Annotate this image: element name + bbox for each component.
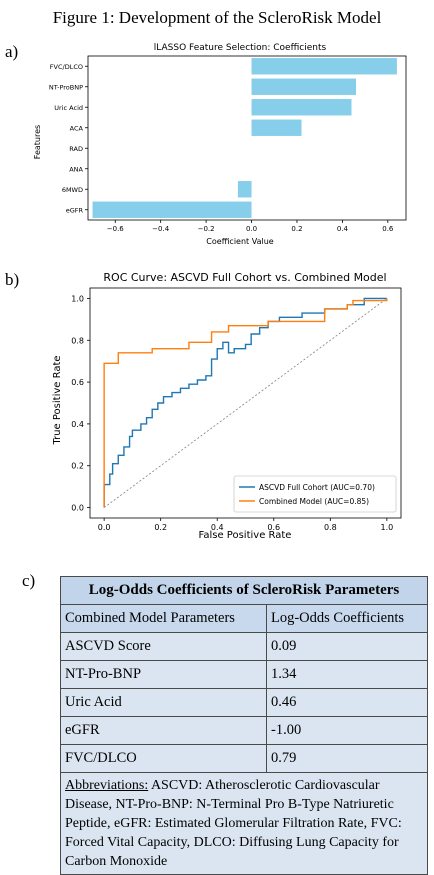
table-row: FVC/DLCO 0.79 [60,744,428,773]
roc-plot-frame [89,287,402,519]
y-tick-label: 0.8 [71,336,84,345]
x-tick-label: 0.8 [324,523,337,532]
bar-6mwd [237,181,252,198]
bar-egfr [92,201,252,218]
legend-entry: ASCVD Full Cohort (AUC=0.70) [259,483,375,492]
lasso-chart-title: lLASSO Feature Selection: Coefficients [154,43,327,53]
log-odds-table: Log-Odds Coefficients of ScleroRisk Para… [60,576,428,875]
col-header-parameters: Combined Model Parameters [60,604,267,633]
table-title-row: Log-Odds Coefficients of ScleroRisk Para… [60,576,428,605]
y-tick-label: NT-ProBNP [49,83,83,91]
roc-chart-title: ROC Curve: ASCVD Full Cohort vs. Combine… [103,271,386,284]
roc-legend [233,475,397,513]
x-tick-label: 0.6 [267,523,280,532]
y-tick-label: FVC/DLCO [50,63,83,71]
row-coef: 0.79 [266,744,428,773]
y-tick-label: 0.2 [71,462,84,471]
y-tick-label: 0.6 [71,378,84,387]
x-tick-label: −0.4 [152,225,170,233]
row-coef: -1.00 [266,716,428,745]
row-coef: 1.34 [266,660,428,689]
abbreviations-label: Abbreviations: [65,778,149,793]
table-row: Uric Acid 0.46 [60,688,428,717]
x-tick-label: 0.0 [246,225,257,233]
chance-diagonal [103,298,388,508]
y-tick-label: 1.0 [71,294,84,303]
row-param: eGFR [60,716,267,745]
row-param: NT-Pro-BNP [60,660,267,689]
x-tick-label: −0.6 [107,225,125,233]
abbreviations-cell: Abbreviations: ASCVD: Atherosclerotic Ca… [60,772,428,875]
x-tick-label: 1.0 [380,523,393,532]
legend-entry: Combined Model (AUC=0.85) [259,497,369,506]
log-odds-table-container: Log-Odds Coefficients of ScleroRisk Para… [60,576,428,875]
x-tick-label: 0.4 [211,523,224,532]
table-row: NT-Pro-BNP 1.34 [60,660,428,689]
col-header-coefficients: Log-Odds Coefficients [266,604,428,633]
roc-x-axis-label: False Positive Rate [199,530,292,541]
y-tick-label: 6MWD [62,186,83,194]
x-tick-label: 0.4 [337,225,349,233]
row-coef: 0.46 [266,688,428,717]
lasso-y-axis-label: Features [33,125,42,159]
x-tick-label: 0.6 [382,225,394,233]
bar-fvc-dlco [251,58,397,75]
y-tick-label: ACA [70,124,84,132]
y-tick-label: 0.0 [71,504,84,513]
x-tick-label: 0.2 [154,523,167,532]
roc-curve-chart: ROC Curve: ASCVD Full Cohort vs. Combine… [52,271,402,541]
lasso-bar-chart: lLASSO Feature Selection: Coefficients C… [33,43,407,246]
lasso-plot-frame [87,55,407,221]
table-title: Log-Odds Coefficients of ScleroRisk Para… [60,576,428,605]
row-param: Uric Acid [60,688,267,717]
combined-model-roc-line [103,298,388,508]
y-tick-label: RAD [69,145,83,153]
table-row: eGFR -1.00 [60,716,428,745]
table-header-row: Combined Model Parameters Log-Odds Coeff… [60,604,428,633]
y-tick-label: Uric Acid [54,104,83,112]
row-param: ASCVD Score [60,632,267,661]
x-tick-label: 0.0 [98,523,111,532]
figure-title: Figure 1: Development of the ScleroRisk … [52,8,382,27]
table-row: ASCVD Score 0.09 [60,632,428,661]
x-tick-label: −0.2 [198,225,215,233]
x-tick-label: 0.2 [291,225,302,233]
bar-aca [251,119,302,136]
row-coef: 0.09 [266,632,428,661]
lasso-x-axis-label: Coefficient Value [206,237,273,246]
panel-label-c: c) [22,571,36,590]
bar-uric-acid [251,99,352,116]
panel-label-b: b) [5,270,20,289]
y-tick-label: ANA [69,165,83,173]
y-tick-label: 0.4 [71,420,84,429]
y-tick-label: eGFR [66,206,84,214]
bar-nt-probnp [251,78,357,95]
abbreviations-text: ASCVD: Atherosclerotic Cardiovascular Di… [65,778,402,869]
panel-label-a: a) [5,42,19,61]
abbreviations-row: Abbreviations: ASCVD: Atherosclerotic Ca… [60,772,428,875]
roc-y-axis-label: True Positive Rate [52,355,63,445]
row-param: FVC/DLCO [60,744,267,773]
